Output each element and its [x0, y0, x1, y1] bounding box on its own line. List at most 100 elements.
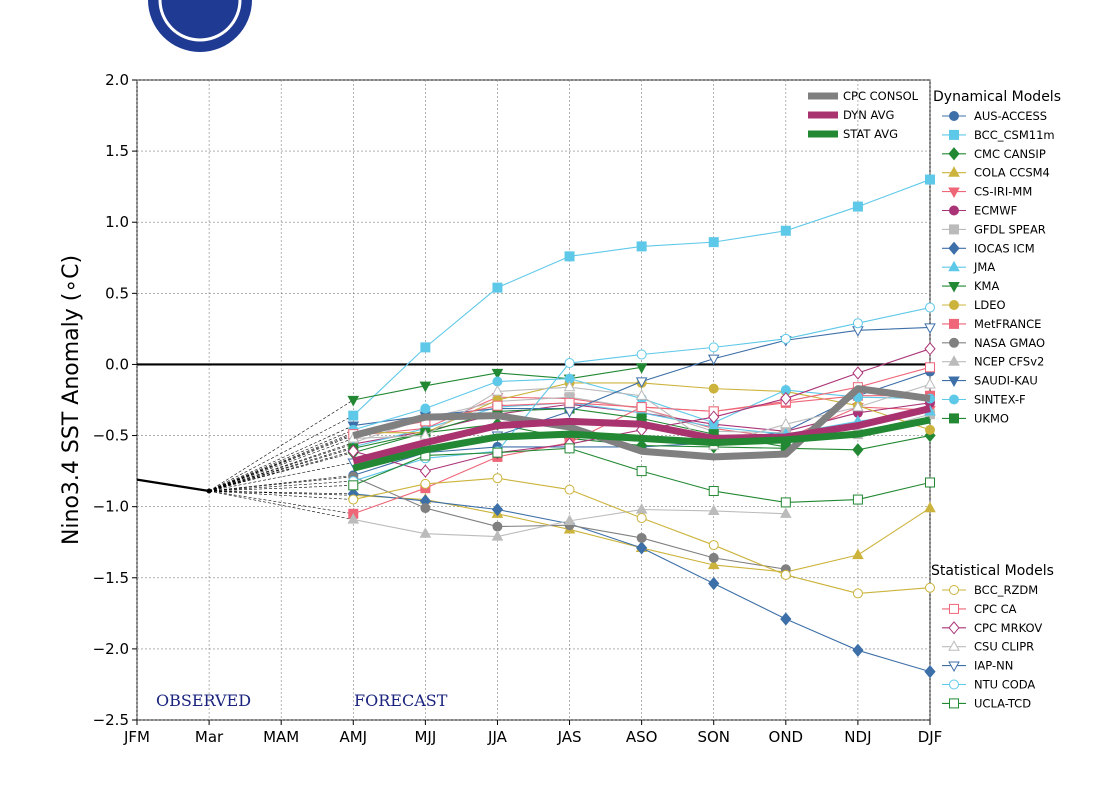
legend-label: AUS-ACCESS: [974, 109, 1047, 123]
data-point: [348, 410, 359, 421]
x-tick-label: SON: [697, 728, 730, 746]
x-tick-label: OND: [769, 728, 804, 746]
legend-averages: CPC CONSOL DYN AVG STAT AVG: [808, 89, 919, 141]
legend-marker: [948, 355, 960, 366]
series-line: [352, 405, 931, 465]
data-point: [636, 532, 647, 543]
x-tick-label: Mar: [195, 728, 224, 746]
y-tick-label: 0.5: [105, 284, 129, 302]
legend-label: DYN AVG: [843, 108, 894, 122]
data-point: [852, 201, 863, 212]
x-tick-label: AMJ: [339, 728, 367, 746]
data-point: [924, 501, 936, 513]
legend-marker: [948, 166, 960, 177]
data-point: [707, 354, 720, 366]
data-point: [852, 318, 863, 329]
legend-label: IOCAS ICM: [974, 241, 1035, 255]
observed-annotation: OBSERVED: [156, 691, 251, 710]
data-point: [924, 342, 936, 356]
connector-line: [209, 490, 354, 520]
legend-marker: [949, 300, 959, 310]
data-point: [347, 513, 360, 524]
legend-label: NASA GMAO: [974, 336, 1045, 350]
legend-marker: [949, 318, 959, 329]
data-point: [852, 366, 864, 380]
legend-label: SAUDI-KAU: [974, 374, 1038, 388]
data-point: [708, 552, 719, 563]
y-tick-label: −1.5: [93, 569, 129, 587]
legend-label: COLA CCSM4: [974, 166, 1050, 180]
data-point: [924, 377, 936, 389]
connector-line: [208, 438, 354, 492]
data-point: [925, 424, 935, 435]
connector-line: [208, 433, 354, 492]
data-point: [924, 323, 936, 334]
data-point: [925, 302, 935, 313]
legend-label: NTU CODA: [974, 678, 1035, 692]
data-point: [635, 389, 648, 400]
data-point: [707, 504, 720, 516]
data-point: [492, 473, 503, 484]
data-point: [924, 665, 936, 679]
logo-text: IRI: [171, 0, 230, 29]
data-point: [925, 362, 935, 373]
data-point: [492, 282, 503, 293]
legend-marker: [949, 698, 959, 709]
legend-marker: [949, 129, 959, 140]
legend-marker: [948, 621, 960, 635]
connector-line: [209, 462, 354, 492]
data-point: [780, 507, 792, 518]
data-point: [708, 540, 719, 551]
legend-label: CPC CONSOL: [843, 89, 919, 103]
data-point: [636, 402, 647, 413]
y-tick-label: −2.0: [93, 640, 129, 658]
connector-line: [209, 490, 354, 515]
legend-label: BCC_CSM11m: [974, 128, 1055, 142]
series-line: [352, 416, 931, 472]
legend-marker: [948, 376, 960, 388]
legend-marker: [949, 224, 959, 235]
legend-marker: [949, 394, 959, 405]
connector-line: [209, 490, 354, 500]
data-point: [635, 377, 648, 388]
legend-marker: [948, 187, 960, 199]
legend-label: CSU CLIPR: [974, 640, 1034, 654]
legend-label: CMC CANSIP: [974, 147, 1046, 161]
data-point: [492, 400, 503, 411]
data-point: [852, 400, 864, 412]
y-axis: 2.0 1.5 1.0 0.5 0.0 −0.5 −1.0 −1.5 −2.0 −2.5: [93, 71, 137, 729]
y-tick-label: 1.5: [105, 142, 129, 160]
data-point: [492, 447, 503, 458]
data-point: [636, 466, 647, 477]
data-point: [708, 342, 719, 353]
data-point: [419, 527, 432, 538]
legend-marker: [949, 413, 959, 424]
legend-title: Statistical Models: [931, 563, 1054, 579]
legend-label: ECMWF: [974, 204, 1017, 218]
data-point: [708, 237, 719, 248]
legend-label: UCLA-TCD: [974, 696, 1031, 710]
data-point: [563, 514, 576, 525]
data-point: [708, 383, 719, 394]
data-point: [347, 395, 360, 407]
data-point: [348, 494, 359, 505]
forecast-annotation: FORECAST: [354, 691, 448, 710]
x-tick-label: JFM: [123, 728, 150, 746]
legend-marker: [948, 241, 960, 255]
data-point: [852, 443, 864, 457]
data-point: [925, 582, 935, 593]
data-point: [708, 486, 719, 497]
x-tick-label: NDJ: [844, 728, 871, 746]
data-point: [564, 484, 575, 495]
data-point: [852, 588, 863, 599]
legend-marker: [949, 111, 959, 121]
legend-marker: [949, 205, 959, 216]
connector-line: [209, 475, 354, 492]
legend-label: JMA: [973, 260, 995, 274]
connector-line: [209, 448, 354, 492]
data-point: [491, 530, 504, 541]
data-point: [347, 444, 359, 458]
data-point: [636, 513, 647, 524]
data-point: [492, 376, 503, 387]
series-lines: [208, 174, 936, 679]
